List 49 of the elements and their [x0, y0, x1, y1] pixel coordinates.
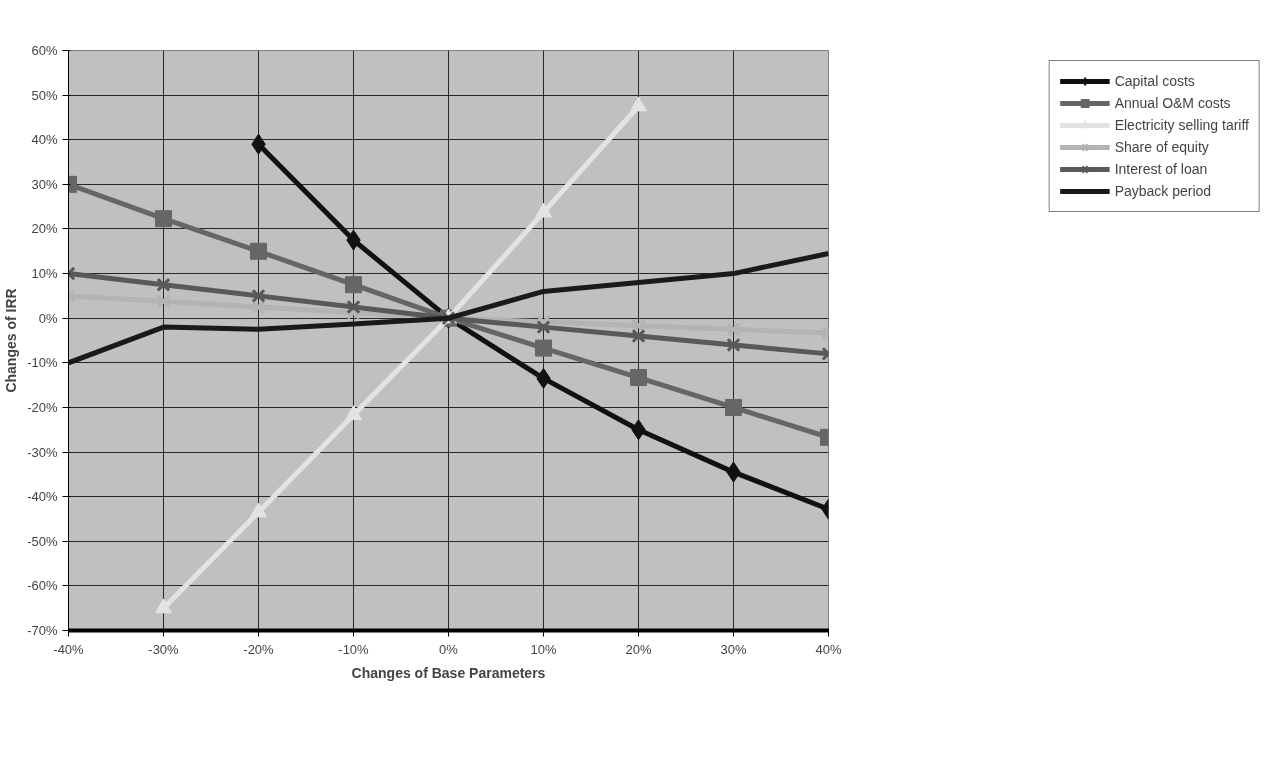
y-tick-label: 40%: [31, 132, 58, 148]
point: [630, 369, 647, 387]
x-tick-label: 0%: [439, 641, 459, 657]
point: [631, 328, 646, 344]
x-tick-label: -20%: [243, 641, 275, 657]
y-tick-label: -10%: [27, 355, 58, 371]
y-tick-label: 60%: [31, 43, 58, 58]
y-tick-label: -70%: [27, 623, 58, 638]
y-tick-label: -30%: [27, 444, 58, 460]
point: [536, 319, 551, 335]
point: [726, 322, 741, 337]
point: [250, 502, 267, 518]
x-tick-label: 10%: [530, 641, 557, 657]
y-tick-label: 20%: [31, 221, 58, 237]
legend-label: Annual O&M costs: [1114, 95, 1231, 111]
y-tick-label: -50%: [27, 533, 58, 549]
legend-label: Electricity selling tariff: [1114, 117, 1249, 133]
legend-label: Payback period: [1114, 183, 1212, 199]
point: [156, 277, 171, 292]
point: [346, 299, 361, 315]
x-tick-label: 30%: [720, 641, 747, 657]
point: [535, 339, 552, 357]
x-tick-label: -10%: [338, 641, 370, 657]
x-axis-title: Changes of Base Parameters: [351, 664, 546, 681]
legend-label: Interest of loan: [1114, 161, 1208, 177]
x-tick-label: -40%: [53, 641, 85, 657]
point: [250, 242, 267, 260]
point: [155, 598, 172, 614]
legend-label: Capital costs: [1114, 73, 1195, 89]
y-axis-title: Changes of IRR: [3, 288, 20, 393]
y-tick-label: -20%: [27, 399, 58, 415]
legend-label: Share of equity: [1114, 139, 1209, 155]
y-tick-label: 50%: [31, 87, 58, 103]
y-tick-label: 10%: [31, 266, 58, 282]
y-tick-label: -40%: [27, 489, 58, 505]
point: [345, 276, 362, 294]
x-tick-label: -30%: [148, 641, 180, 657]
point: [156, 294, 171, 309]
y-tick-label: -60%: [27, 578, 58, 594]
y-tick-label: 30%: [31, 176, 58, 192]
point: [251, 288, 266, 304]
point: [726, 337, 741, 353]
point: [345, 405, 362, 421]
x-tick-label: 40%: [815, 641, 842, 657]
point: [725, 398, 742, 416]
point: [631, 318, 646, 333]
x-tick-label: 20%: [625, 641, 652, 657]
point: [155, 210, 172, 228]
y-tick-label: 0%: [38, 310, 58, 326]
